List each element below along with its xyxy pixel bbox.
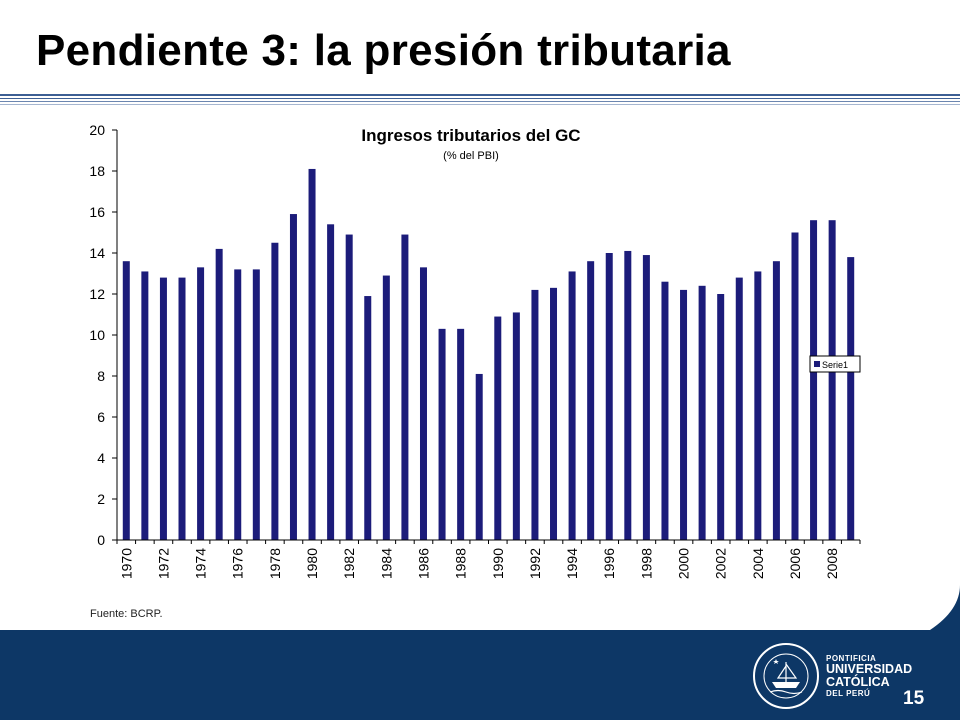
bar-1972 <box>159 277 167 540</box>
x-tick-label: 1996 <box>601 548 617 579</box>
x-tick-label: 2004 <box>750 548 766 579</box>
y-tick-label: 2 <box>97 491 105 507</box>
logo-line-2: UNIVERSIDAD <box>826 662 913 676</box>
x-tick-label: 1982 <box>341 548 357 579</box>
bar-1971 <box>141 271 149 540</box>
x-tick-label: 2000 <box>676 548 692 579</box>
university-seal-icon <box>753 643 819 709</box>
title-divider <box>0 94 960 105</box>
bar-2004 <box>754 271 762 540</box>
bar-2008 <box>828 220 836 540</box>
bar-2006 <box>791 232 799 540</box>
bar-1978 <box>271 242 279 540</box>
x-tick-label: 1994 <box>564 548 580 579</box>
x-tick-label: 1976 <box>230 548 246 579</box>
bar-1983 <box>364 296 372 540</box>
bar-1993 <box>550 287 558 540</box>
bar-1998 <box>642 255 650 541</box>
x-tick-label: 1988 <box>453 548 469 579</box>
x-tick-label: 2002 <box>713 548 729 579</box>
bar-1979 <box>289 214 297 541</box>
bar-1997 <box>624 250 632 540</box>
bar-2002 <box>717 294 725 540</box>
y-tick-label: 16 <box>89 204 105 220</box>
y-tick-label: 10 <box>89 327 105 343</box>
bar-1977 <box>252 269 260 540</box>
bar-1992 <box>531 289 539 540</box>
bar-1976 <box>234 269 242 540</box>
logo-line-4: DEL PERÚ <box>826 689 871 698</box>
bar-2001 <box>698 285 706 540</box>
x-tick-label: 1986 <box>415 548 431 579</box>
bar-1994 <box>568 271 576 540</box>
x-tick-label: 1970 <box>118 548 134 579</box>
bar-2009 <box>847 257 855 540</box>
source-note: Fuente: BCRP. <box>90 608 163 620</box>
page-number: 15 <box>903 688 925 709</box>
x-tick-label: 1984 <box>378 548 394 579</box>
x-tick-label: 1990 <box>490 548 506 579</box>
bar-2003 <box>735 277 743 540</box>
bar-1986 <box>419 267 427 540</box>
y-tick-label: 8 <box>97 368 105 384</box>
bar-1980 <box>308 168 316 540</box>
bar-chart: Ingresos tributarios del GC (% del PBI) … <box>89 122 861 579</box>
bar-1981 <box>327 224 335 541</box>
bar-1991 <box>512 312 520 540</box>
university-logo-text: PONTIFICIA UNIVERSIDAD CATÓLICA DEL PERÚ <box>826 654 912 699</box>
y-tick-label: 6 <box>97 409 105 425</box>
x-tick-label: 2008 <box>824 548 840 579</box>
y-tick-label: 4 <box>97 450 105 466</box>
bar-1982 <box>345 234 353 541</box>
bar-1999 <box>661 281 669 540</box>
bar-1974 <box>197 267 205 540</box>
x-tick-label: 1980 <box>304 548 320 579</box>
x-tick-label: 1974 <box>193 548 209 579</box>
bar-1984 <box>382 275 390 540</box>
y-tick-label: 12 <box>89 286 105 302</box>
x-tick-label: 1998 <box>638 548 654 579</box>
bar-1989 <box>475 373 483 540</box>
bar-2007 <box>810 220 818 540</box>
bar-1975 <box>215 248 223 540</box>
chart-subtitle: (% del PBI) <box>443 150 499 162</box>
bar-1990 <box>494 316 502 540</box>
y-tick-label: 20 <box>89 122 105 138</box>
x-tick-label: 1972 <box>155 548 171 579</box>
x-tick-label: 1992 <box>527 548 543 579</box>
legend-swatch <box>814 361 820 367</box>
legend-label: Serie1 <box>822 360 848 370</box>
legend: Serie1 <box>809 355 861 373</box>
y-tick-label: 14 <box>89 245 105 261</box>
bar-1970 <box>122 261 130 540</box>
bar-1985 <box>401 234 409 541</box>
chart-title: Ingresos tributarios del GC <box>361 126 580 145</box>
y-tick-label: 0 <box>97 532 105 548</box>
x-tick-label: 1978 <box>267 548 283 579</box>
bar-1995 <box>587 261 595 540</box>
y-tick-label: 18 <box>89 163 105 179</box>
bar-1973 <box>178 277 186 540</box>
bar-1996 <box>605 253 613 540</box>
bar-2000 <box>680 289 688 540</box>
bar-1988 <box>457 328 465 540</box>
logo-line-1: PONTIFICIA <box>826 654 877 663</box>
bar-2005 <box>772 261 780 540</box>
x-tick-label: 2006 <box>787 548 803 579</box>
slide-title: Pendiente 3: la presión tributaria <box>36 26 731 75</box>
logo-line-3: CATÓLICA <box>826 675 890 689</box>
bar-1987 <box>438 328 446 540</box>
